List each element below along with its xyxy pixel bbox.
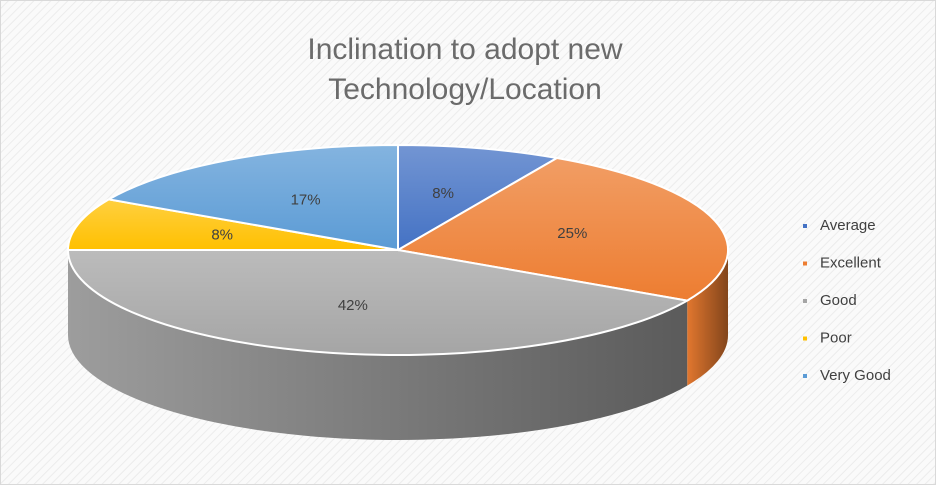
legend-label: Very Good <box>820 367 891 384</box>
slice-side-shade <box>68 250 688 440</box>
legend-swatch <box>803 261 807 266</box>
legend-swatch <box>803 374 807 378</box>
data-label: 8% <box>432 185 454 202</box>
chart-title: Inclination to adopt new Technology/Loca… <box>307 33 623 106</box>
data-label: 8% <box>211 227 233 244</box>
legend-swatch <box>803 299 807 303</box>
legend-label: Good <box>820 292 857 309</box>
legend-label: Excellent <box>820 254 882 271</box>
slice-gloss <box>108 145 399 250</box>
data-label: 25% <box>557 225 587 242</box>
data-label: 42% <box>338 297 368 314</box>
slice-gloss <box>398 157 729 301</box>
legend-swatch <box>803 336 807 341</box>
legend-swatch <box>803 224 807 228</box>
slice-gloss <box>398 145 557 250</box>
data-label: 17% <box>291 191 321 208</box>
slice-side-shade <box>687 250 728 386</box>
legend-label: Poor <box>820 329 852 346</box>
slice-gloss <box>68 250 688 356</box>
legend-label: Average <box>820 217 876 234</box>
slice-gloss <box>68 199 398 250</box>
